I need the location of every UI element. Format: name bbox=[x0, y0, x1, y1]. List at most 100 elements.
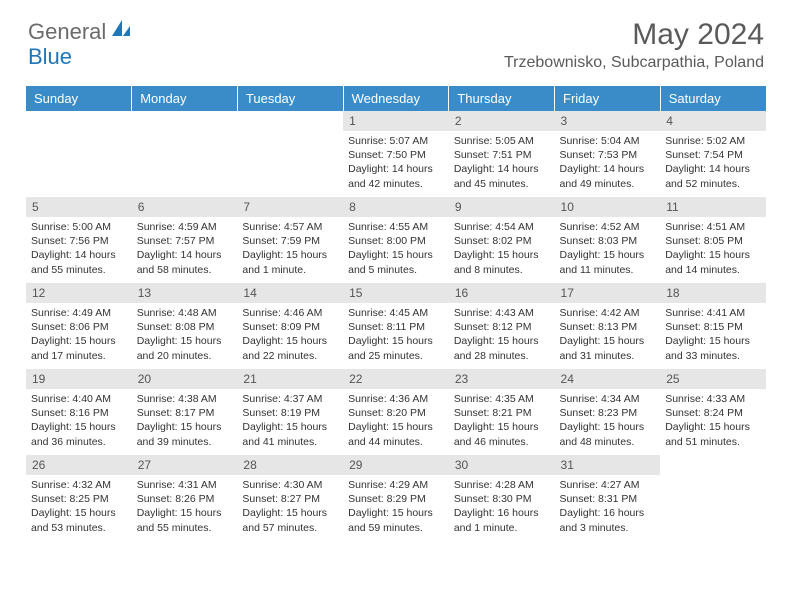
calendar-week-row: 12Sunrise: 4:49 AMSunset: 8:06 PMDayligh… bbox=[26, 283, 766, 369]
day-header: Saturday bbox=[660, 86, 766, 111]
day-number: 3 bbox=[555, 111, 661, 131]
logo-sail-icon bbox=[110, 18, 132, 45]
day-number: 24 bbox=[555, 369, 661, 389]
day-content: Sunrise: 4:28 AMSunset: 8:30 PMDaylight:… bbox=[449, 475, 555, 539]
day-content: Sunrise: 4:52 AMSunset: 8:03 PMDaylight:… bbox=[555, 217, 661, 281]
day-number: 1 bbox=[343, 111, 449, 131]
calendar-cell: 23Sunrise: 4:35 AMSunset: 8:21 PMDayligh… bbox=[449, 369, 555, 455]
calendar-cell: 20Sunrise: 4:38 AMSunset: 8:17 PMDayligh… bbox=[132, 369, 238, 455]
logo-word2: Blue bbox=[28, 44, 72, 69]
calendar-cell: 15Sunrise: 4:45 AMSunset: 8:11 PMDayligh… bbox=[343, 283, 449, 369]
calendar-cell: 8Sunrise: 4:55 AMSunset: 8:00 PMDaylight… bbox=[343, 197, 449, 283]
day-header-row: SundayMondayTuesdayWednesdayThursdayFrid… bbox=[26, 86, 766, 111]
day-content: Sunrise: 4:42 AMSunset: 8:13 PMDaylight:… bbox=[555, 303, 661, 367]
day-number: 11 bbox=[660, 197, 766, 217]
day-content: Sunrise: 4:32 AMSunset: 8:25 PMDaylight:… bbox=[26, 475, 132, 539]
title-block: May 2024 Trzebownisko, Subcarpathia, Pol… bbox=[504, 18, 764, 72]
calendar-cell: 19Sunrise: 4:40 AMSunset: 8:16 PMDayligh… bbox=[26, 369, 132, 455]
day-content: Sunrise: 4:41 AMSunset: 8:15 PMDaylight:… bbox=[660, 303, 766, 367]
day-number: 18 bbox=[660, 283, 766, 303]
logo-sub: Blue bbox=[28, 44, 72, 70]
calendar-table: SundayMondayTuesdayWednesdayThursdayFrid… bbox=[26, 86, 766, 541]
day-header: Thursday bbox=[449, 86, 555, 111]
day-content: Sunrise: 4:46 AMSunset: 8:09 PMDaylight:… bbox=[237, 303, 343, 367]
day-content: Sunrise: 4:49 AMSunset: 8:06 PMDaylight:… bbox=[26, 303, 132, 367]
day-content: Sunrise: 4:51 AMSunset: 8:05 PMDaylight:… bbox=[660, 217, 766, 281]
day-number: 9 bbox=[449, 197, 555, 217]
day-content: Sunrise: 4:38 AMSunset: 8:17 PMDaylight:… bbox=[132, 389, 238, 453]
day-number: 25 bbox=[660, 369, 766, 389]
calendar-cell: 17Sunrise: 4:42 AMSunset: 8:13 PMDayligh… bbox=[555, 283, 661, 369]
day-number: 2 bbox=[449, 111, 555, 131]
calendar-cell: 21Sunrise: 4:37 AMSunset: 8:19 PMDayligh… bbox=[237, 369, 343, 455]
day-number: 30 bbox=[449, 455, 555, 475]
day-number: 22 bbox=[343, 369, 449, 389]
day-number: 19 bbox=[26, 369, 132, 389]
calendar-cell bbox=[132, 111, 238, 197]
day-number: 17 bbox=[555, 283, 661, 303]
calendar-cell: 30Sunrise: 4:28 AMSunset: 8:30 PMDayligh… bbox=[449, 455, 555, 541]
calendar-body: 1Sunrise: 5:07 AMSunset: 7:50 PMDaylight… bbox=[26, 111, 766, 541]
calendar-cell: 22Sunrise: 4:36 AMSunset: 8:20 PMDayligh… bbox=[343, 369, 449, 455]
day-content: Sunrise: 4:35 AMSunset: 8:21 PMDaylight:… bbox=[449, 389, 555, 453]
calendar-cell: 25Sunrise: 4:33 AMSunset: 8:24 PMDayligh… bbox=[660, 369, 766, 455]
day-header: Friday bbox=[555, 86, 661, 111]
calendar-cell: 6Sunrise: 4:59 AMSunset: 7:57 PMDaylight… bbox=[132, 197, 238, 283]
day-number: 16 bbox=[449, 283, 555, 303]
day-number: 4 bbox=[660, 111, 766, 131]
day-number: 5 bbox=[26, 197, 132, 217]
day-content: Sunrise: 4:55 AMSunset: 8:00 PMDaylight:… bbox=[343, 217, 449, 281]
calendar-cell: 12Sunrise: 4:49 AMSunset: 8:06 PMDayligh… bbox=[26, 283, 132, 369]
day-content: Sunrise: 4:43 AMSunset: 8:12 PMDaylight:… bbox=[449, 303, 555, 367]
day-number: 26 bbox=[26, 455, 132, 475]
logo: General bbox=[28, 18, 134, 45]
day-content: Sunrise: 4:54 AMSunset: 8:02 PMDaylight:… bbox=[449, 217, 555, 281]
day-number: 31 bbox=[555, 455, 661, 475]
calendar-cell bbox=[237, 111, 343, 197]
day-content: Sunrise: 5:04 AMSunset: 7:53 PMDaylight:… bbox=[555, 131, 661, 195]
calendar-week-row: 5Sunrise: 5:00 AMSunset: 7:56 PMDaylight… bbox=[26, 197, 766, 283]
calendar-cell: 11Sunrise: 4:51 AMSunset: 8:05 PMDayligh… bbox=[660, 197, 766, 283]
day-content: Sunrise: 5:00 AMSunset: 7:56 PMDaylight:… bbox=[26, 217, 132, 281]
day-content: Sunrise: 5:07 AMSunset: 7:50 PMDaylight:… bbox=[343, 131, 449, 195]
calendar-cell: 26Sunrise: 4:32 AMSunset: 8:25 PMDayligh… bbox=[26, 455, 132, 541]
calendar-week-row: 26Sunrise: 4:32 AMSunset: 8:25 PMDayligh… bbox=[26, 455, 766, 541]
calendar-cell: 7Sunrise: 4:57 AMSunset: 7:59 PMDaylight… bbox=[237, 197, 343, 283]
day-content: Sunrise: 4:29 AMSunset: 8:29 PMDaylight:… bbox=[343, 475, 449, 539]
calendar-cell: 29Sunrise: 4:29 AMSunset: 8:29 PMDayligh… bbox=[343, 455, 449, 541]
logo-word1: General bbox=[28, 19, 106, 45]
day-content: Sunrise: 4:31 AMSunset: 8:26 PMDaylight:… bbox=[132, 475, 238, 539]
day-content: Sunrise: 4:45 AMSunset: 8:11 PMDaylight:… bbox=[343, 303, 449, 367]
calendar-cell: 16Sunrise: 4:43 AMSunset: 8:12 PMDayligh… bbox=[449, 283, 555, 369]
day-content: Sunrise: 5:02 AMSunset: 7:54 PMDaylight:… bbox=[660, 131, 766, 195]
day-number: 12 bbox=[26, 283, 132, 303]
calendar-cell: 18Sunrise: 4:41 AMSunset: 8:15 PMDayligh… bbox=[660, 283, 766, 369]
calendar-cell: 24Sunrise: 4:34 AMSunset: 8:23 PMDayligh… bbox=[555, 369, 661, 455]
day-number: 20 bbox=[132, 369, 238, 389]
day-content: Sunrise: 4:27 AMSunset: 8:31 PMDaylight:… bbox=[555, 475, 661, 539]
day-header: Sunday bbox=[26, 86, 132, 111]
day-content: Sunrise: 5:05 AMSunset: 7:51 PMDaylight:… bbox=[449, 131, 555, 195]
day-number: 7 bbox=[237, 197, 343, 217]
calendar-cell: 5Sunrise: 5:00 AMSunset: 7:56 PMDaylight… bbox=[26, 197, 132, 283]
calendar-week-row: 19Sunrise: 4:40 AMSunset: 8:16 PMDayligh… bbox=[26, 369, 766, 455]
day-number: 13 bbox=[132, 283, 238, 303]
day-content: Sunrise: 4:36 AMSunset: 8:20 PMDaylight:… bbox=[343, 389, 449, 453]
day-number: 23 bbox=[449, 369, 555, 389]
day-content: Sunrise: 4:37 AMSunset: 8:19 PMDaylight:… bbox=[237, 389, 343, 453]
day-number: 28 bbox=[237, 455, 343, 475]
day-content: Sunrise: 4:57 AMSunset: 7:59 PMDaylight:… bbox=[237, 217, 343, 281]
day-number: 21 bbox=[237, 369, 343, 389]
day-number: 15 bbox=[343, 283, 449, 303]
calendar-cell: 13Sunrise: 4:48 AMSunset: 8:08 PMDayligh… bbox=[132, 283, 238, 369]
calendar-cell bbox=[660, 455, 766, 541]
calendar-cell: 28Sunrise: 4:30 AMSunset: 8:27 PMDayligh… bbox=[237, 455, 343, 541]
page-title: May 2024 bbox=[504, 18, 764, 52]
day-number: 14 bbox=[237, 283, 343, 303]
calendar-cell: 3Sunrise: 5:04 AMSunset: 7:53 PMDaylight… bbox=[555, 111, 661, 197]
day-content: Sunrise: 4:48 AMSunset: 8:08 PMDaylight:… bbox=[132, 303, 238, 367]
day-number: 8 bbox=[343, 197, 449, 217]
day-number: 6 bbox=[132, 197, 238, 217]
day-content: Sunrise: 4:40 AMSunset: 8:16 PMDaylight:… bbox=[26, 389, 132, 453]
calendar-cell: 1Sunrise: 5:07 AMSunset: 7:50 PMDaylight… bbox=[343, 111, 449, 197]
